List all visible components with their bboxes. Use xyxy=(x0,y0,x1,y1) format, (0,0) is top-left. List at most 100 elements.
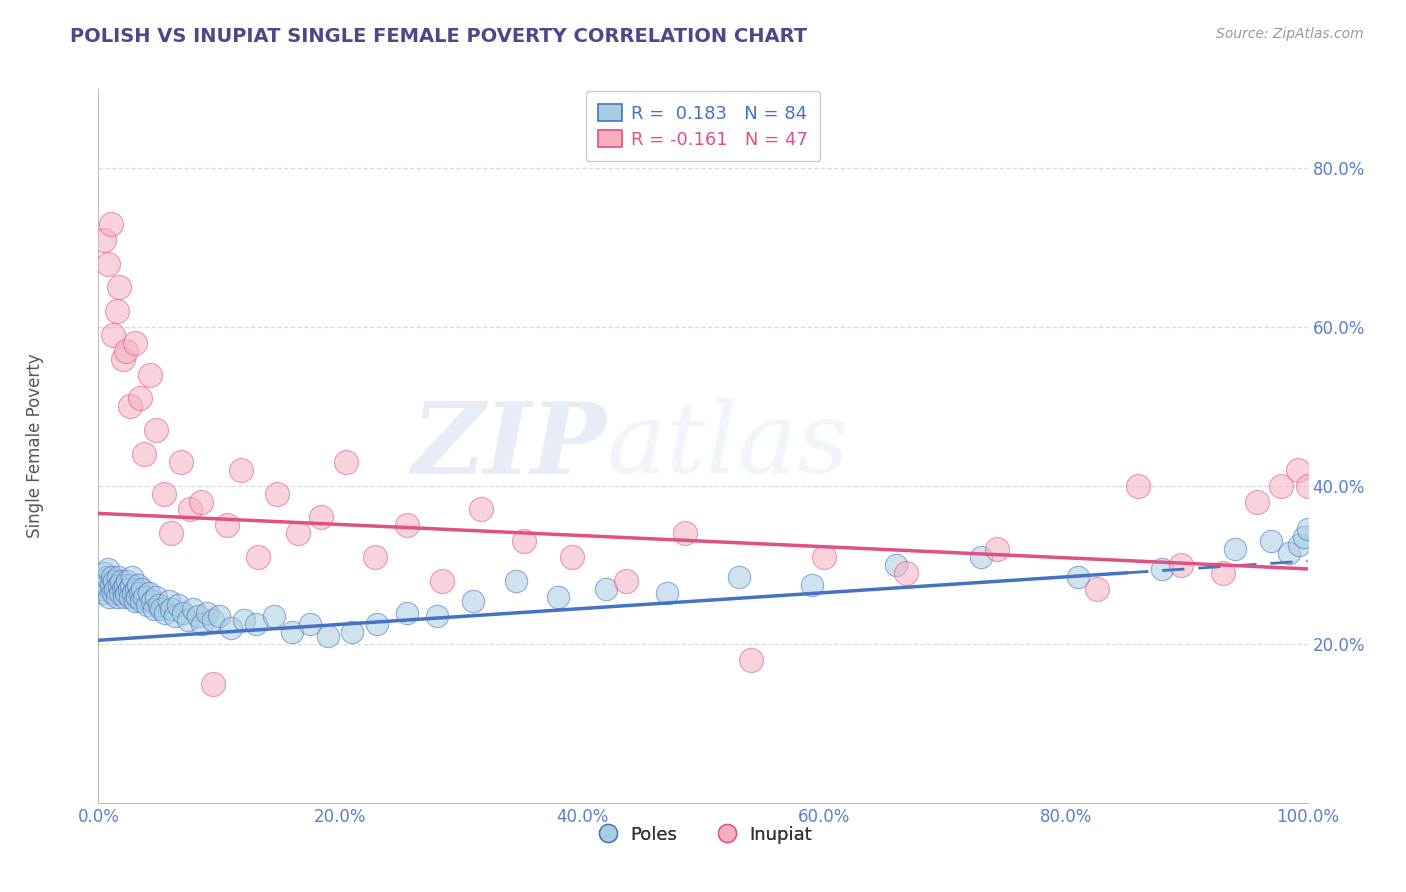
Point xyxy=(470,502,492,516)
Point xyxy=(1152,562,1174,576)
Point xyxy=(229,463,252,477)
Point xyxy=(886,558,908,572)
Point xyxy=(108,585,131,599)
Point xyxy=(120,578,142,592)
Point xyxy=(395,518,418,533)
Point xyxy=(108,280,131,294)
Point xyxy=(287,526,309,541)
Point xyxy=(221,621,243,635)
Point xyxy=(561,549,583,564)
Point xyxy=(105,304,128,318)
Point xyxy=(124,335,146,350)
Point xyxy=(215,518,238,533)
Point xyxy=(128,585,150,599)
Point xyxy=(163,609,186,624)
Point xyxy=(1278,546,1301,560)
Point xyxy=(125,582,148,596)
Point xyxy=(266,486,288,500)
Point xyxy=(232,614,254,628)
Point xyxy=(138,585,160,599)
Point xyxy=(505,574,527,588)
Point xyxy=(104,582,127,596)
Point xyxy=(655,585,678,599)
Point xyxy=(90,582,112,596)
Point xyxy=(150,601,173,615)
Point xyxy=(118,590,141,604)
Point xyxy=(316,629,339,643)
Point xyxy=(160,601,183,615)
Point xyxy=(117,574,139,588)
Point xyxy=(134,447,156,461)
Point xyxy=(160,526,183,541)
Point xyxy=(135,598,157,612)
Text: POLISH VS INUPIAT SINGLE FEMALE POVERTY CORRELATION CHART: POLISH VS INUPIAT SINGLE FEMALE POVERTY … xyxy=(70,27,807,45)
Point xyxy=(114,578,136,592)
Point xyxy=(595,582,617,596)
Point xyxy=(342,625,364,640)
Point xyxy=(129,593,152,607)
Point xyxy=(108,578,131,592)
Point xyxy=(118,582,141,596)
Point xyxy=(152,486,174,500)
Point xyxy=(139,368,162,382)
Point xyxy=(673,526,696,541)
Point xyxy=(97,562,120,576)
Point xyxy=(107,570,129,584)
Point xyxy=(1067,570,1090,584)
Point xyxy=(1288,538,1310,552)
Point xyxy=(1286,463,1309,477)
Point xyxy=(247,549,270,564)
Point xyxy=(179,502,201,516)
Text: Source: ZipAtlas.com: Source: ZipAtlas.com xyxy=(1216,27,1364,41)
Point xyxy=(172,606,194,620)
Point xyxy=(800,578,823,592)
Point xyxy=(335,455,357,469)
Point xyxy=(118,400,141,414)
Point xyxy=(169,455,191,469)
Point xyxy=(91,585,114,599)
Point xyxy=(1296,522,1319,536)
Point xyxy=(111,582,134,596)
Point xyxy=(105,590,128,604)
Point xyxy=(115,585,138,599)
Point xyxy=(1246,494,1268,508)
Point xyxy=(121,570,143,584)
Text: Single Female Poverty: Single Female Poverty xyxy=(27,354,44,538)
Point xyxy=(202,677,225,691)
Point xyxy=(299,617,322,632)
Point xyxy=(94,578,117,592)
Point xyxy=(98,590,121,604)
Point xyxy=(1128,478,1150,492)
Point xyxy=(148,598,170,612)
Point xyxy=(134,590,156,604)
Point xyxy=(97,257,120,271)
Point xyxy=(1085,582,1108,596)
Point xyxy=(1270,478,1292,492)
Point xyxy=(1292,530,1315,544)
Point xyxy=(202,614,225,628)
Point xyxy=(145,590,167,604)
Point xyxy=(986,542,1008,557)
Point xyxy=(91,574,114,588)
Point xyxy=(1170,558,1192,572)
Point xyxy=(153,606,176,620)
Point xyxy=(1223,542,1246,557)
Point xyxy=(970,549,993,564)
Point xyxy=(96,570,118,584)
Point xyxy=(195,606,218,620)
Point xyxy=(426,609,449,624)
Point xyxy=(101,585,124,599)
Legend: Poles, Inupiat: Poles, Inupiat xyxy=(586,819,820,851)
Point xyxy=(364,549,387,564)
Point xyxy=(208,609,231,624)
Point xyxy=(430,574,453,588)
Point xyxy=(122,585,145,599)
Point xyxy=(547,590,569,604)
Point xyxy=(167,598,190,612)
Point xyxy=(177,614,200,628)
Point xyxy=(101,328,124,343)
Point xyxy=(157,593,180,607)
Point xyxy=(309,510,332,524)
Point xyxy=(281,625,304,640)
Point xyxy=(115,343,138,358)
